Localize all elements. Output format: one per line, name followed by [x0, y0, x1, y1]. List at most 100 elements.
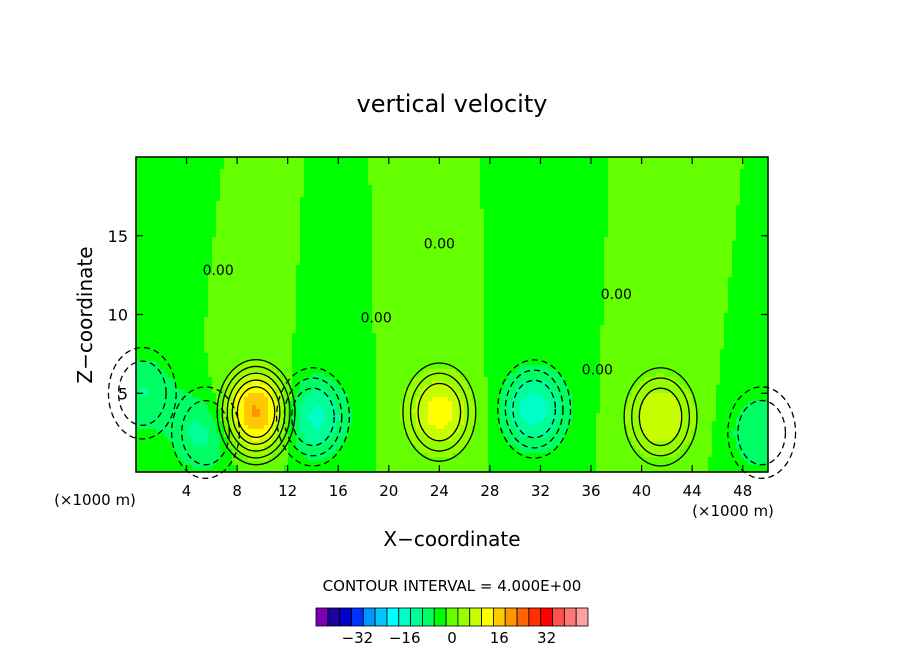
- field-cell: [260, 269, 265, 274]
- field-cell: [732, 165, 737, 170]
- field-cell: [308, 177, 313, 182]
- field-cell: [532, 269, 537, 274]
- field-cell: [244, 229, 249, 234]
- field-cell: [540, 253, 545, 258]
- field-cell: [568, 213, 573, 218]
- field-cell: [620, 177, 625, 182]
- field-cell: [712, 213, 717, 218]
- field-cell: [556, 257, 561, 262]
- field-cell: [696, 225, 701, 230]
- field-cell: [608, 277, 613, 282]
- field-cell: [248, 257, 253, 262]
- field-cell: [268, 273, 273, 278]
- field-cell: [168, 253, 173, 258]
- field-cell: [612, 189, 617, 194]
- field-cell: [388, 229, 393, 234]
- field-cell: [576, 177, 581, 182]
- field-cell: [612, 245, 617, 250]
- field-cell: [648, 197, 653, 202]
- field-cell: [340, 173, 345, 178]
- field-cell: [680, 253, 685, 258]
- field-cell: [740, 257, 745, 262]
- field-cell: [572, 229, 577, 234]
- field-cell: [712, 261, 717, 266]
- field-cell: [156, 197, 161, 202]
- field-cell: [492, 249, 497, 254]
- field-cell: [388, 261, 393, 266]
- field-cell: [404, 205, 409, 210]
- field-cell: [212, 169, 217, 174]
- field-cell: [184, 189, 189, 194]
- field-cell: [584, 173, 589, 178]
- field-cell: [376, 221, 381, 226]
- field-cell: [392, 229, 397, 234]
- field-cell: [412, 185, 417, 190]
- field-cell: [724, 245, 729, 250]
- field-cell: [396, 273, 401, 278]
- field-cell: [224, 213, 229, 218]
- field-cell: [444, 281, 449, 286]
- field-cell: [592, 177, 597, 182]
- field-cell: [572, 265, 577, 270]
- field-cell: [632, 269, 637, 274]
- field-cell: [684, 181, 689, 186]
- field-cell: [300, 237, 305, 242]
- field-cell: [568, 177, 573, 182]
- field-cell: [384, 197, 389, 202]
- field-cell: [600, 189, 605, 194]
- field-cell: [356, 201, 361, 206]
- field-cell: [424, 221, 429, 226]
- field-cell: [456, 225, 461, 230]
- field-cell: [428, 193, 433, 198]
- field-cell: [216, 261, 221, 266]
- field-cell: [764, 209, 769, 214]
- field-cell: [316, 169, 321, 174]
- field-cell: [312, 189, 317, 194]
- field-cell: [288, 225, 293, 230]
- field-cell: [348, 217, 353, 222]
- field-cell: [440, 201, 445, 206]
- field-cell: [748, 189, 753, 194]
- field-cell: [236, 165, 241, 170]
- field-cell: [560, 241, 565, 246]
- field-cell: [656, 201, 661, 206]
- field-cell: [728, 213, 733, 218]
- field-cell: [564, 245, 569, 250]
- field-cell: [500, 237, 505, 242]
- field-cell: [580, 181, 585, 186]
- field-cell: [424, 257, 429, 262]
- field-cell: [520, 225, 525, 230]
- field-cell: [540, 269, 545, 274]
- field-cell: [260, 193, 265, 198]
- field-cell: [196, 261, 201, 266]
- field-cell: [464, 169, 469, 174]
- field-cell: [472, 185, 477, 190]
- field-cell: [476, 209, 481, 214]
- field-cell: [672, 273, 677, 278]
- field-cell: [252, 157, 257, 162]
- field-cell: [140, 241, 145, 246]
- field-cell: [704, 213, 709, 218]
- field-cell: [300, 205, 305, 210]
- field-cell: [344, 185, 349, 190]
- field-cell: [172, 181, 177, 186]
- field-cell: [148, 269, 153, 274]
- field-cell: [496, 217, 501, 222]
- field-cell: [252, 217, 257, 222]
- field-cell: [708, 253, 713, 258]
- field-cell: [464, 161, 469, 166]
- field-cell: [424, 269, 429, 274]
- field-cell: [380, 217, 385, 222]
- field-cell: [164, 221, 169, 226]
- field-cell: [376, 257, 381, 262]
- field-cell: [428, 185, 433, 190]
- field-cell: [476, 177, 481, 182]
- field-cell: [604, 237, 609, 242]
- field-cell: [616, 201, 621, 206]
- field-cell: [544, 217, 549, 222]
- field-cell: [324, 205, 329, 210]
- field-cell: [556, 277, 561, 282]
- field-cell: [216, 181, 221, 186]
- field-cell: [336, 221, 341, 226]
- field-cell: [604, 221, 609, 226]
